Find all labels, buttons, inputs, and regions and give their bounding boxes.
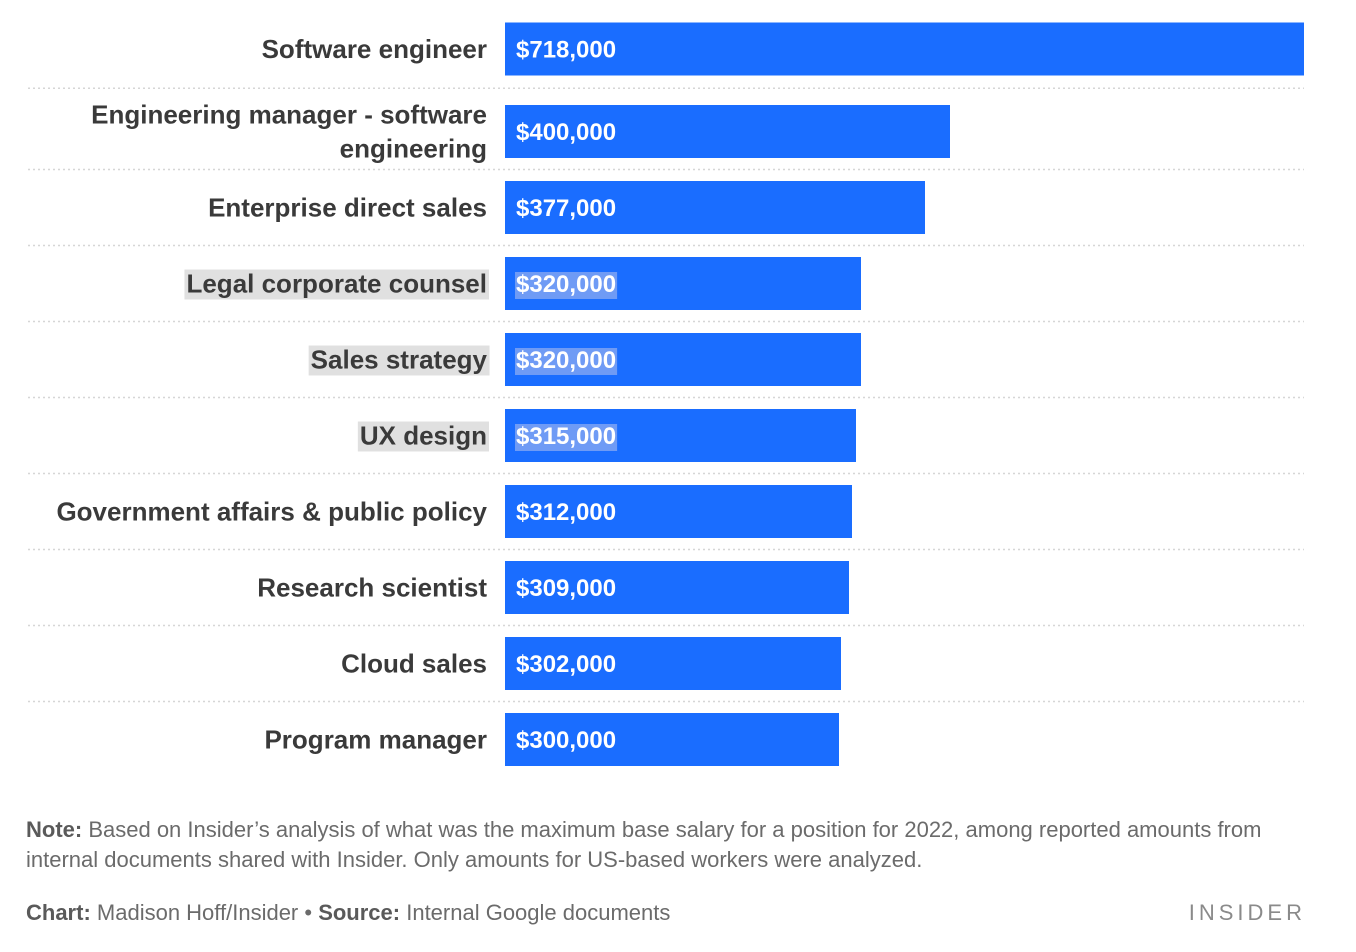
- category-label: Cloud sales: [341, 649, 487, 679]
- chart-note: Note: Based on Insider’s analysis of wha…: [26, 815, 1316, 875]
- label-highlight: [357, 421, 489, 452]
- value-label: $400,000: [516, 119, 616, 146]
- bar: [505, 22, 1304, 76]
- value-label: $309,000: [516, 575, 616, 602]
- value-highlight: [515, 424, 618, 451]
- bar: [505, 637, 841, 690]
- bar: [505, 485, 852, 538]
- chart-credit-label: Chart:: [26, 900, 91, 925]
- category-label: Engineering manager - software: [91, 100, 487, 130]
- insider-logo: INSIDER: [1188, 900, 1306, 925]
- label-highlight: [308, 345, 490, 376]
- category-label: Government affairs & public policy: [56, 497, 487, 527]
- value-label: $718,000: [516, 37, 616, 64]
- bar: [505, 105, 950, 158]
- value-label: $320,000: [516, 347, 616, 374]
- note-text: Based on Insider’s analysis of what was …: [26, 817, 1262, 872]
- value-label: $300,000: [516, 727, 616, 754]
- chart-credit-author: Madison Hoff/Insider •: [90, 900, 319, 925]
- value-highlight: [515, 272, 618, 299]
- category-label: Legal corporate counsel: [186, 269, 487, 299]
- bar: [505, 181, 925, 234]
- chart-credits: Chart: Madison Hoff/Insider • Source: In…: [26, 898, 670, 928]
- value-label: $320,000: [516, 271, 616, 298]
- note-label: Note:: [26, 817, 83, 842]
- value-label: $312,000: [516, 499, 616, 526]
- category-label: Enterprise direct sales: [208, 193, 487, 223]
- bar-chart: Software engineer $718,000 Engineering man…: [28, 22, 1304, 766]
- value-highlight: [515, 348, 618, 375]
- source-label: Source:: [318, 900, 401, 925]
- category-label: Software engineer: [262, 34, 487, 64]
- label-highlight: [184, 269, 489, 300]
- value-label: $315,000: [516, 423, 616, 450]
- category-label: Research scientist: [257, 573, 487, 603]
- value-label: $302,000: [516, 651, 616, 678]
- value-label: $377,000: [516, 195, 616, 222]
- category-label: Program manager: [264, 725, 487, 755]
- category-label: engineering: [340, 134, 487, 164]
- category-label: UX design: [360, 421, 487, 451]
- category-label: Sales strategy: [311, 345, 488, 375]
- bar: [505, 713, 839, 766]
- source-text: Internal Google documents: [400, 900, 671, 925]
- bar: [505, 561, 849, 614]
